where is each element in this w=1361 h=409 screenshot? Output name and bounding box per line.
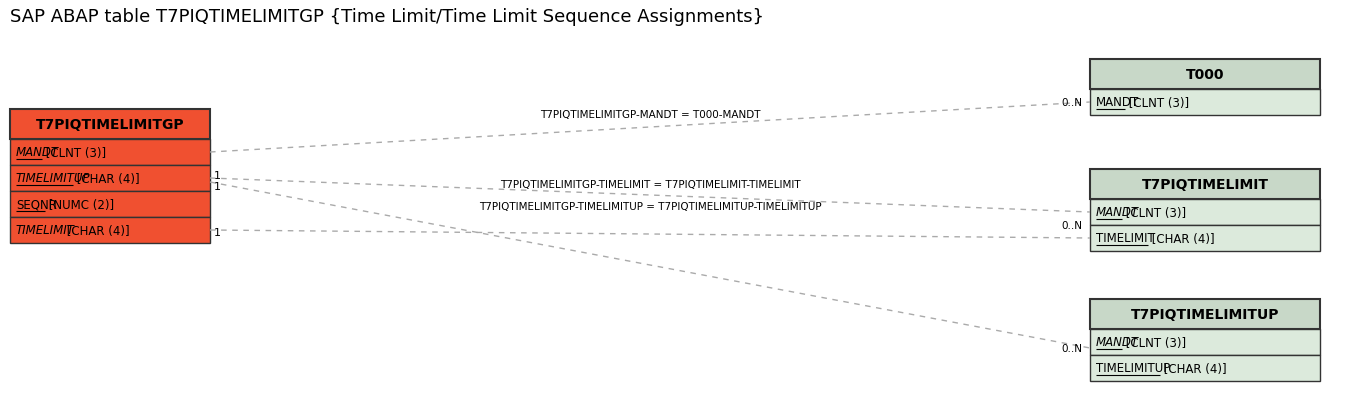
Text: [NUMC (2)]: [NUMC (2)]	[45, 198, 114, 211]
Text: T000: T000	[1185, 68, 1225, 82]
Text: 1: 1	[214, 227, 220, 237]
FancyBboxPatch shape	[1090, 355, 1320, 381]
FancyBboxPatch shape	[1090, 60, 1320, 90]
Text: T7PIQTIMELIMITGP-MANDT = T000-MANDT: T7PIQTIMELIMITGP-MANDT = T000-MANDT	[540, 110, 761, 120]
Text: [CLNT (3)]: [CLNT (3)]	[1121, 206, 1187, 219]
Text: SEQNR: SEQNR	[16, 198, 57, 211]
FancyBboxPatch shape	[10, 166, 210, 191]
FancyBboxPatch shape	[10, 110, 210, 139]
Text: 1: 1	[214, 182, 220, 191]
Text: [CLNT (3)]: [CLNT (3)]	[1126, 96, 1190, 109]
Text: T7PIQTIMELIMITGP: T7PIQTIMELIMITGP	[35, 118, 184, 132]
Text: [CLNT (3)]: [CLNT (3)]	[42, 146, 106, 159]
FancyBboxPatch shape	[10, 139, 210, 166]
Text: MANDT: MANDT	[16, 146, 59, 159]
FancyBboxPatch shape	[1090, 90, 1320, 116]
Text: 1: 1	[214, 171, 220, 180]
Text: MANDT: MANDT	[1096, 96, 1139, 109]
Text: TIMELIMITUP: TIMELIMITUP	[1096, 362, 1170, 375]
Text: SAP ABAP table T7PIQTIMELIMITGP {Time Limit/Time Limit Sequence Assignments}: SAP ABAP table T7PIQTIMELIMITGP {Time Li…	[10, 8, 764, 26]
Text: 0..N: 0..N	[1062, 98, 1082, 108]
FancyBboxPatch shape	[10, 218, 210, 243]
FancyBboxPatch shape	[1090, 225, 1320, 252]
FancyBboxPatch shape	[1090, 200, 1320, 225]
Text: TIMELIMITUP: TIMELIMITUP	[16, 172, 91, 185]
Text: TIMELIMIT: TIMELIMIT	[16, 224, 75, 237]
FancyBboxPatch shape	[1090, 299, 1320, 329]
Text: 0..N: 0..N	[1062, 220, 1082, 230]
Text: [CHAR (4)]: [CHAR (4)]	[73, 172, 140, 185]
Text: [CHAR (4)]: [CHAR (4)]	[1160, 362, 1226, 375]
Text: T7PIQTIMELIMITUP: T7PIQTIMELIMITUP	[1131, 307, 1279, 321]
Text: T7PIQTIMELIMIT: T7PIQTIMELIMIT	[1142, 178, 1268, 191]
Text: T7PIQTIMELIMITGP-TIMELIMIT = T7PIQTIMELIMIT-TIMELIMIT: T7PIQTIMELIMITGP-TIMELIMIT = T7PIQTIMELI…	[499, 180, 800, 189]
Text: TIMELIMIT: TIMELIMIT	[1096, 232, 1154, 245]
FancyBboxPatch shape	[1090, 329, 1320, 355]
Text: T7PIQTIMELIMITGP-TIMELIMITUP = T7PIQTIMELIMITUP-TIMELIMITUP: T7PIQTIMELIMITGP-TIMELIMITUP = T7PIQTIME…	[479, 202, 821, 211]
FancyBboxPatch shape	[1090, 170, 1320, 200]
Text: [CHAR (4)]: [CHAR (4)]	[63, 224, 129, 237]
Text: 0..N: 0..N	[1062, 343, 1082, 353]
Text: [CLNT (3)]: [CLNT (3)]	[1121, 336, 1187, 348]
Text: MANDT: MANDT	[1096, 336, 1139, 348]
Text: [CHAR (4)]: [CHAR (4)]	[1149, 232, 1215, 245]
Text: MANDT: MANDT	[1096, 206, 1139, 219]
FancyBboxPatch shape	[10, 191, 210, 218]
